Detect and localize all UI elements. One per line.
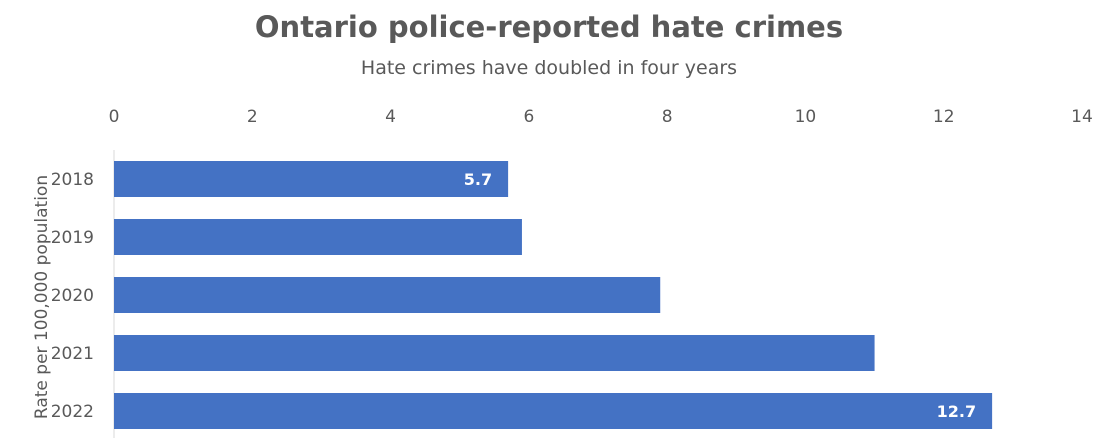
data-label: 12.7: [937, 402, 976, 421]
category-label: 2021: [51, 344, 94, 364]
x-axis-ticks: 0 2 4 6 8 10 12 14: [109, 107, 1093, 127]
x-tick-label: 10: [795, 107, 817, 127]
bar-2018: [114, 161, 509, 197]
bars: [114, 161, 993, 429]
bar-2019: [114, 219, 522, 255]
category-label: 2019: [51, 228, 94, 248]
x-tick-label: 4: [385, 107, 396, 127]
x-tick-label: 6: [523, 107, 534, 127]
category-labels: 2018 2019 2020 2021 2022: [51, 170, 94, 422]
chart-title: Ontario police-reported hate crimes: [255, 10, 843, 44]
bar-2020: [114, 277, 661, 313]
chart-subtitle: Hate crimes have doubled in four years: [361, 57, 737, 79]
category-label: 2020: [51, 286, 94, 306]
data-label: 5.7: [464, 170, 492, 189]
x-tick-label: 2: [247, 107, 258, 127]
category-label: 2018: [51, 170, 94, 190]
x-tick-label: 12: [933, 107, 955, 127]
bar-2022: [114, 393, 993, 429]
data-labels: 5.7 12.7: [464, 170, 976, 421]
x-tick-label: 14: [1071, 107, 1093, 127]
y-axis-title: Rate per 100,000 population: [32, 175, 52, 419]
category-label: 2022: [51, 402, 94, 422]
x-tick-label: 8: [662, 107, 673, 127]
bar-2021: [114, 335, 875, 371]
x-tick-label: 0: [109, 107, 120, 127]
